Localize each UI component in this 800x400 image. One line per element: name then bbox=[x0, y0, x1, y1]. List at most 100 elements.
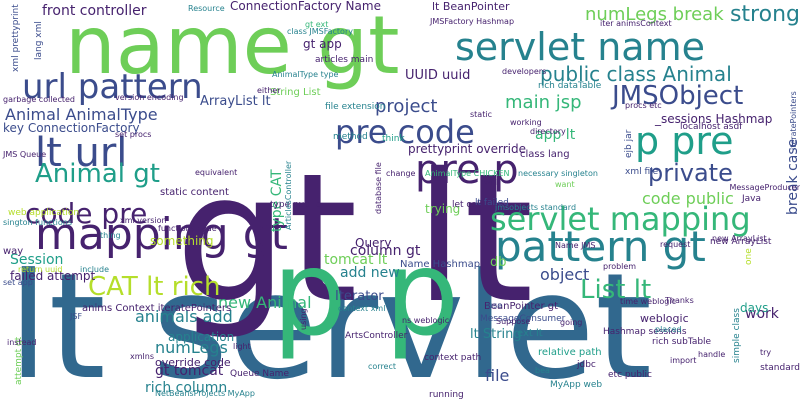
word: light bbox=[233, 341, 251, 351]
word: add new bbox=[340, 264, 400, 281]
word: equivalent bbox=[195, 167, 238, 177]
word: think bbox=[382, 133, 405, 144]
word: standard bbox=[760, 362, 800, 373]
word: new Animal bbox=[218, 293, 312, 313]
word: work bbox=[745, 305, 779, 322]
word: import bbox=[670, 355, 697, 365]
word: MessageProducer bbox=[729, 182, 800, 192]
word: include bbox=[80, 264, 109, 274]
word: handle bbox=[698, 349, 726, 359]
word: Thanks bbox=[665, 295, 694, 305]
word: servlet name bbox=[455, 24, 705, 69]
word: numLegs break bbox=[585, 3, 724, 25]
word: necessary singleton bbox=[518, 168, 598, 178]
word: working bbox=[510, 117, 542, 127]
word: _sessions Hashmap bbox=[655, 112, 773, 127]
word: override code bbox=[155, 356, 231, 370]
word: rich dataTable bbox=[538, 80, 602, 91]
word: key ConnectionFactory bbox=[3, 121, 140, 136]
word: simple class bbox=[732, 308, 742, 363]
word: MyApp web bbox=[550, 379, 603, 390]
word: one bbox=[744, 248, 754, 265]
word: jdbc bbox=[577, 359, 596, 370]
word: going bbox=[560, 317, 583, 327]
word: bea bbox=[535, 365, 550, 375]
word: something bbox=[150, 234, 214, 249]
word: Hashmap sessions bbox=[603, 326, 687, 337]
word: time weblogic bbox=[620, 296, 676, 306]
word: sington functions bbox=[3, 217, 73, 227]
word: column gt bbox=[350, 242, 421, 259]
word: developers bbox=[502, 66, 547, 76]
word: gt lt bbox=[175, 134, 534, 342]
word: will bbox=[484, 177, 498, 187]
word: strong bbox=[729, 2, 800, 28]
word: List lt bbox=[580, 275, 652, 306]
word: placed bbox=[655, 324, 682, 334]
word: mapping gt bbox=[35, 208, 288, 260]
word: pre code bbox=[335, 113, 475, 152]
word: thing bbox=[100, 230, 121, 240]
word: code pre bbox=[25, 196, 148, 230]
word: let call bbox=[452, 199, 482, 210]
word: application bbox=[168, 330, 235, 345]
word: correct bbox=[368, 361, 397, 371]
word: JMSObject bbox=[612, 81, 744, 112]
word: p pre bbox=[635, 118, 734, 163]
word: numLegs bbox=[155, 338, 228, 358]
word: garbage collected bbox=[3, 94, 75, 104]
word: lt servlet bbox=[8, 242, 653, 400]
word: xml file bbox=[625, 166, 659, 177]
word: AnimalType type bbox=[272, 69, 339, 79]
word: problem bbox=[603, 261, 637, 271]
word: Name JMS bbox=[555, 240, 596, 250]
word: animals add bbox=[135, 307, 233, 327]
word: pre p bbox=[415, 147, 519, 193]
word: failed attempt bbox=[10, 269, 96, 284]
word: servlet mapping bbox=[490, 200, 751, 239]
word: ejb jar bbox=[624, 129, 634, 158]
word: file extension bbox=[325, 101, 386, 112]
word: request bbox=[660, 239, 691, 249]
word: relative path bbox=[538, 347, 602, 358]
word: Query bbox=[355, 236, 392, 251]
word: project bbox=[375, 95, 438, 117]
word: object bbox=[540, 265, 590, 285]
word: articles main bbox=[315, 54, 374, 65]
word: trying bbox=[425, 202, 461, 217]
word: iteratePointers bbox=[789, 91, 798, 150]
word: gt app bbox=[303, 37, 342, 52]
word: file bbox=[485, 366, 510, 386]
word: AnimalType CHICKEN bbox=[425, 168, 510, 178]
word: using bbox=[299, 308, 308, 330]
word: p p bbox=[272, 223, 460, 362]
word: rich column bbox=[145, 379, 228, 396]
word: prettyprint override bbox=[408, 142, 527, 157]
word: db bbox=[490, 254, 507, 270]
word: web application bbox=[8, 207, 80, 218]
word: xml prettyprint bbox=[11, 4, 21, 72]
word: tomcat lt bbox=[324, 251, 388, 268]
word: directory bbox=[530, 126, 566, 136]
word: method bbox=[333, 131, 368, 142]
word: version encoding bbox=[115, 92, 184, 102]
word: gt tomcat bbox=[155, 362, 224, 379]
word: app lt bbox=[535, 126, 576, 143]
word: ArrayList lt bbox=[200, 93, 271, 109]
word: JMSFactory Hashmap bbox=[430, 16, 515, 26]
word: Name Hashmap bbox=[400, 259, 481, 270]
word: lt url bbox=[35, 130, 128, 176]
word: main jsp bbox=[505, 91, 582, 113]
word: functions code bbox=[158, 223, 217, 233]
word: NetBeansProjects MyApp bbox=[155, 388, 255, 398]
word: ConnectionFactory Name bbox=[230, 0, 381, 14]
word: lang xml bbox=[34, 21, 44, 60]
word: Animal gt bbox=[35, 159, 160, 190]
word: etc public bbox=[608, 369, 652, 380]
word: static content bbox=[160, 187, 229, 198]
word: JMS Queue bbox=[3, 149, 47, 159]
word: CAT lt rich bbox=[88, 272, 221, 303]
word: MessageConsumer bbox=[480, 313, 566, 324]
word: ArtsController bbox=[345, 330, 408, 341]
word: want bbox=[555, 179, 575, 189]
